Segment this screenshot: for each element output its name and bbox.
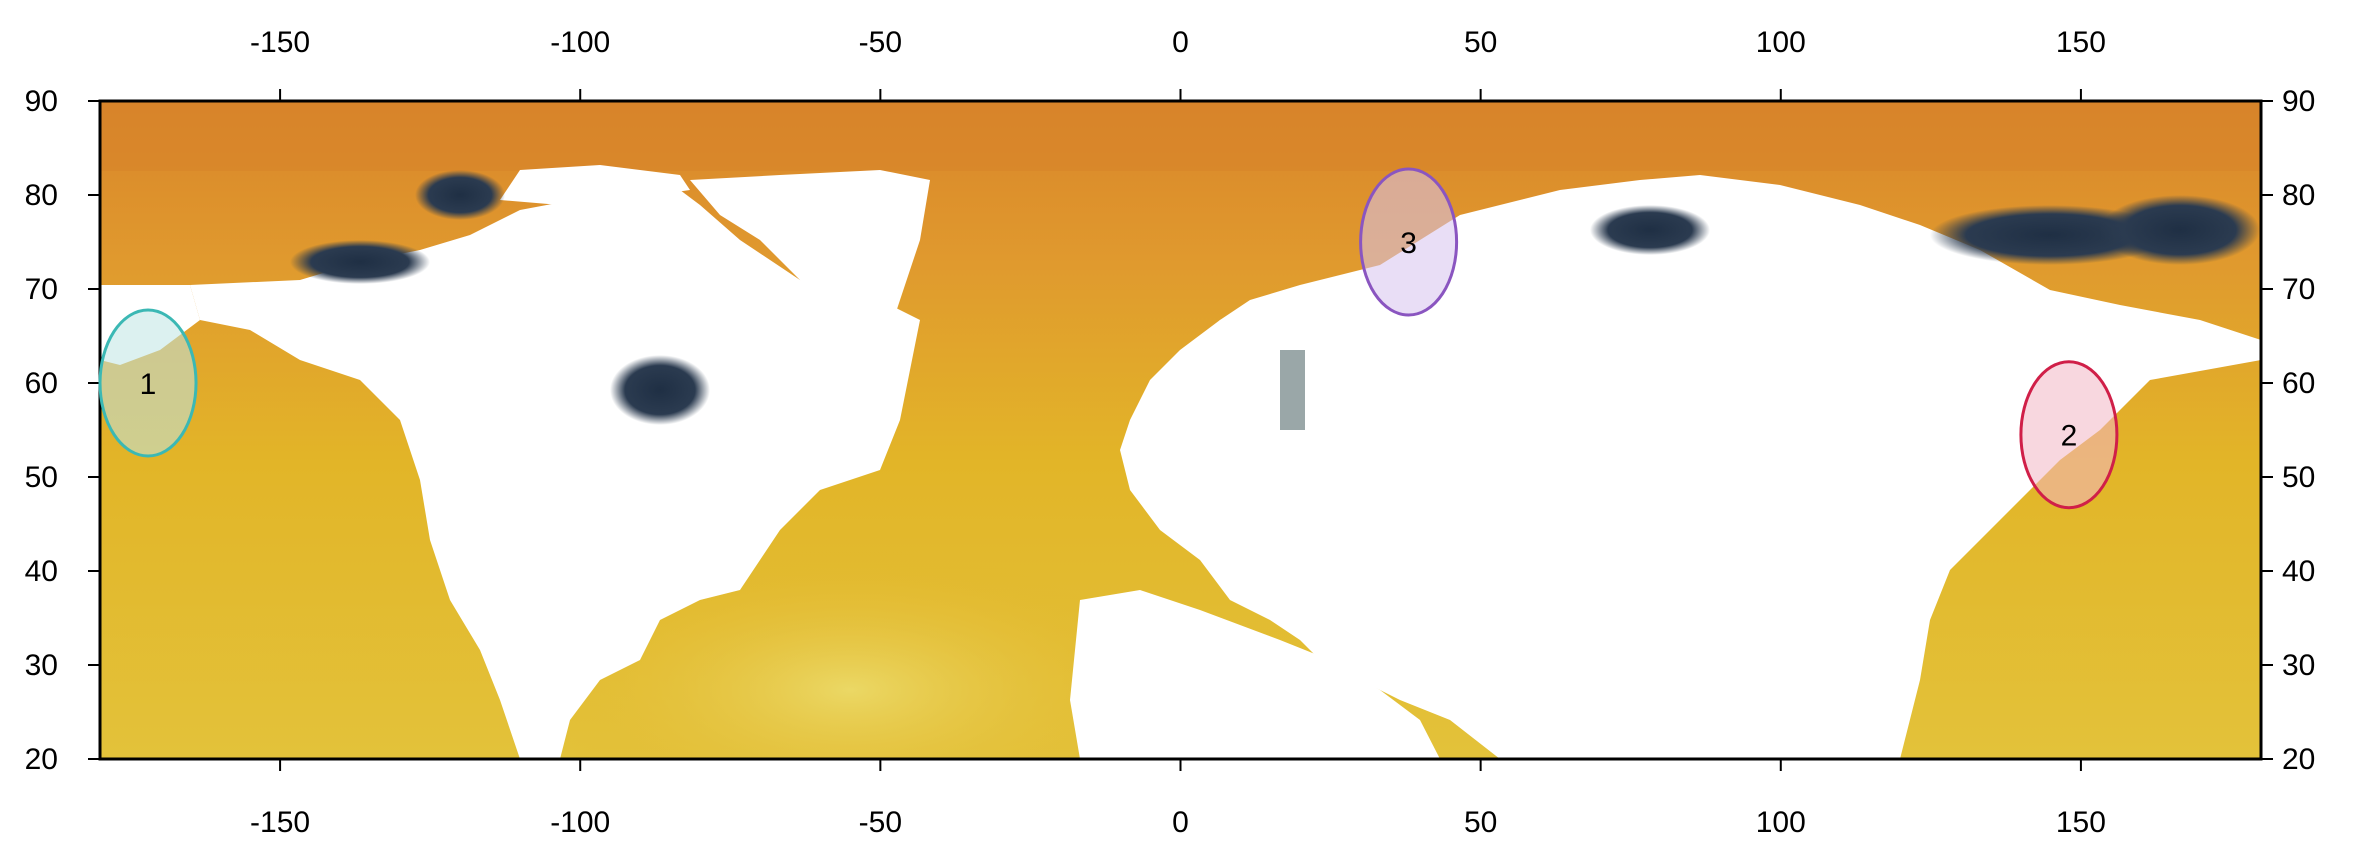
region-ellipse — [98, 308, 198, 458]
x-tick-label-top: -100 — [550, 26, 610, 59]
region-label: 1 — [140, 368, 157, 401]
y-tick-label-left: 20 — [25, 743, 58, 776]
region-ellipse — [2019, 360, 2119, 510]
x-tick-label-top: 50 — [1464, 26, 1497, 59]
region-label: 2 — [2061, 420, 2078, 453]
y-tick-label-right: 60 — [2282, 367, 2315, 400]
y-tick-label-right: 70 — [2282, 273, 2315, 306]
archipelago-land — [500, 165, 690, 205]
x-tick-label-bottom: 100 — [1756, 806, 1806, 839]
africa-land — [1070, 590, 1440, 759]
y-tick-label-left: 50 — [25, 461, 58, 494]
y-tick-label-left: 70 — [25, 273, 58, 306]
x-tick-label-top: -50 — [859, 26, 902, 59]
land-masses — [100, 165, 2261, 759]
eurasia-land — [1120, 175, 2261, 759]
x-tick-label-top: 100 — [1756, 26, 1806, 59]
region-ellipse — [1359, 167, 1459, 317]
region-markers: 1 2 3 — [98, 167, 2119, 510]
y-tick-label-right: 30 — [2282, 649, 2315, 682]
x-tick-label-bottom: -50 — [859, 806, 902, 839]
y-tick-label-right: 90 — [2282, 85, 2315, 118]
scandinavia-land — [1180, 300, 1300, 430]
x-tick-label-bottom: 0 — [1172, 806, 1189, 839]
region-marker-1: 1 — [98, 308, 198, 458]
region-marker-2: 2 — [2019, 360, 2119, 510]
x-tick-label-bottom: 150 — [2056, 806, 2106, 839]
region-marker-3: 3 — [1359, 167, 1459, 317]
x-tick-label-bottom: -150 — [250, 806, 310, 839]
x-tick-label-bottom: 50 — [1464, 806, 1497, 839]
map-plot-area — [100, 101, 2261, 759]
region-label: 3 — [1400, 227, 1417, 260]
greenland-land — [690, 170, 930, 380]
axis-ticks: -150-150-100-100-50-50005050100100150150… — [25, 26, 2316, 839]
y-tick-label-right: 20 — [2282, 743, 2315, 776]
y-tick-label-right: 40 — [2282, 555, 2315, 588]
arctic-band — [100, 101, 2261, 171]
sea-ice — [290, 170, 2260, 430]
y-tick-label-left: 60 — [25, 367, 58, 400]
y-tick-label-right: 50 — [2282, 461, 2315, 494]
y-tick-label-left: 30 — [25, 649, 58, 682]
x-tick-label-top: 0 — [1172, 26, 1189, 59]
y-tick-label-left: 90 — [25, 85, 58, 118]
y-tick-label-left: 80 — [25, 179, 58, 212]
x-tick-label-top: -150 — [250, 26, 310, 59]
y-tick-label-left: 40 — [25, 555, 58, 588]
x-tick-label-top: 150 — [2056, 26, 2106, 59]
north-america-land — [190, 190, 920, 759]
x-tick-label-bottom: -100 — [550, 806, 610, 839]
y-tick-label-right: 80 — [2282, 179, 2315, 212]
baltic-grey-area — [1280, 350, 1305, 430]
